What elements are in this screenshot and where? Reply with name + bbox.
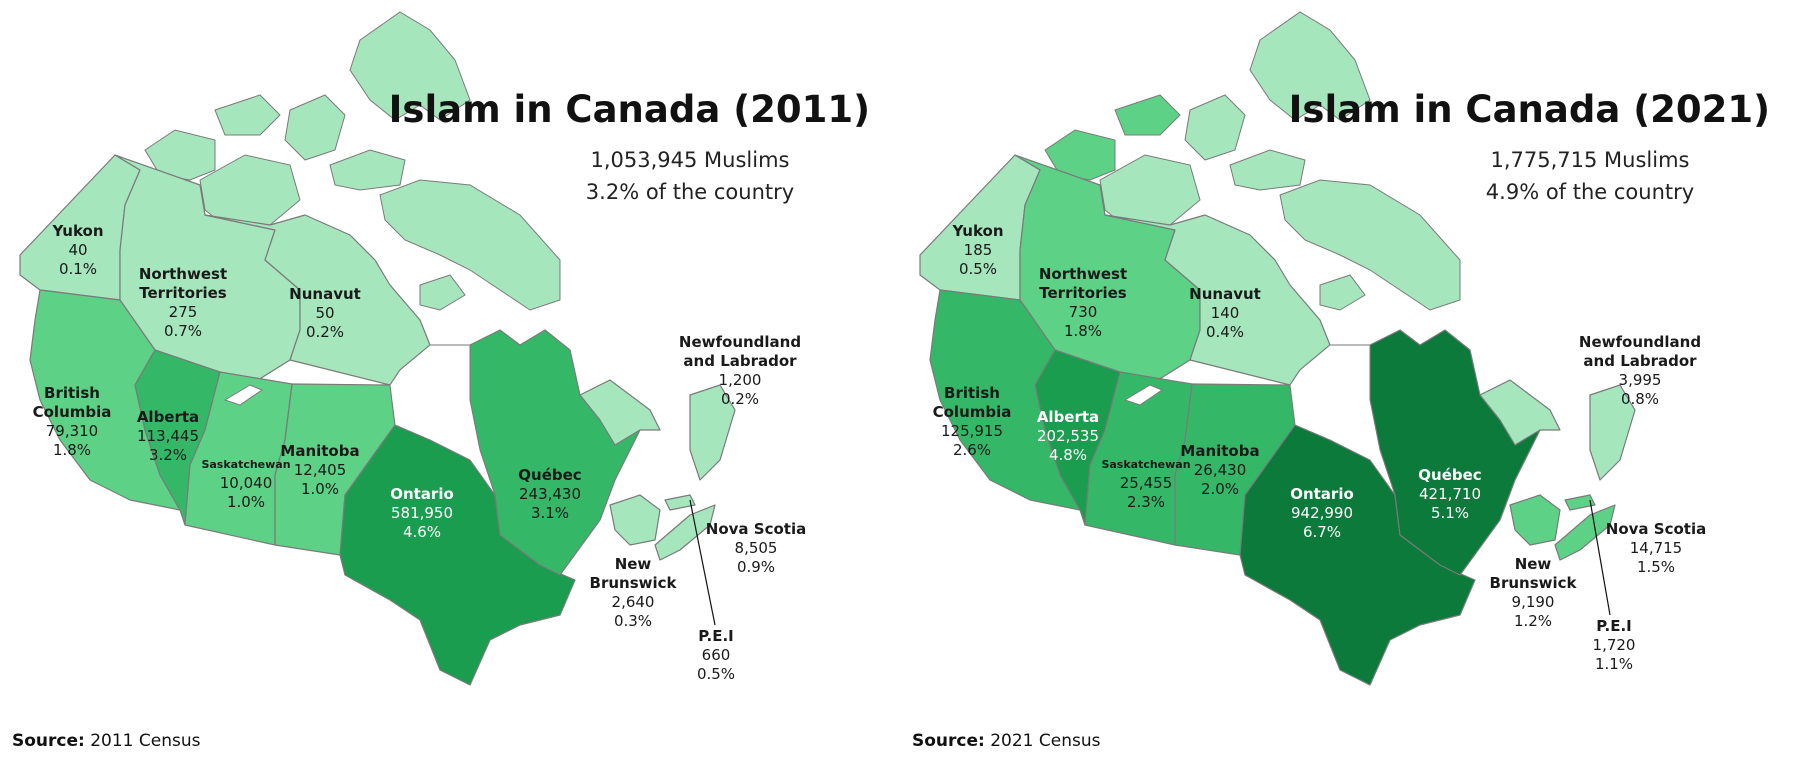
- region-ns: [1554, 504, 1616, 561]
- label-yukon: Yukon 185 0.5%: [952, 222, 1004, 278]
- label-bc: British Columbia 125,915 2.6%: [932, 384, 1012, 459]
- region-nl: [1479, 379, 1636, 481]
- label-nwt: Northwest Territories 275 0.7%: [138, 265, 228, 340]
- label-saskatchewan: Saskatchewan 25,455 2.3%: [1101, 458, 1191, 511]
- great-slave-lake: [1123, 384, 1164, 406]
- region-nb: [609, 494, 661, 546]
- map-panel-2011: Islam in Canada (2011) 1,053,945 Muslims…: [12, 11, 870, 751]
- island-axel-heiberg: [284, 94, 346, 161]
- label-nl: Newfoundland and Labrador 3,995 0.8%: [1578, 333, 1702, 408]
- label-nb: New Brunswick 9,190 1.2%: [1489, 555, 1577, 630]
- hudson-bay: [389, 344, 496, 496]
- source-note: Source: 2011 Census: [12, 731, 201, 751]
- island-axel-heiberg: [1184, 94, 1246, 161]
- label-manitoba: Manitoba 26,430 2.0%: [1180, 442, 1260, 498]
- canada-map-2021: [919, 11, 1636, 686]
- total-muslims: 1,053,945 Muslims: [590, 148, 790, 172]
- great-slave-lake: [223, 384, 264, 406]
- label-pei: P.E.I 1,720 1.1%: [1592, 617, 1636, 673]
- region-nl: [579, 379, 736, 481]
- island-victoria: [199, 154, 301, 231]
- label-nl: Newfoundland and Labrador 1,200 0.2%: [678, 333, 802, 408]
- label-ns: Nova Scotia 8,505 0.9%: [705, 520, 807, 576]
- hudson-bay: [1289, 344, 1396, 496]
- label-ontario: Ontario 942,990 6.7%: [1290, 485, 1354, 541]
- label-alberta: Alberta 202,535 4.8%: [1036, 408, 1100, 464]
- map-title: Islam in Canada (2021): [1288, 88, 1770, 131]
- label-nunavut: Nunavut 140 0.4%: [1189, 285, 1261, 341]
- total-muslims: 1,775,715 Muslims: [1490, 148, 1690, 172]
- region-pei: [1564, 494, 1596, 511]
- label-nunavut: Nunavut 50 0.2%: [289, 285, 361, 341]
- island-ellesmere: [349, 11, 471, 121]
- label-alberta: Alberta 113,445 3.2%: [136, 408, 200, 464]
- map-panel-2021: Islam in Canada (2021) 1,775,715 Muslims…: [900, 0, 1800, 765]
- pei-leader-line: [1589, 499, 1611, 616]
- island-ellesmere: [1249, 11, 1371, 121]
- country-share: 3.2% of the country: [585, 180, 795, 204]
- region-ns: [654, 504, 716, 561]
- label-quebec: Québec 421,710 5.1%: [1418, 466, 1482, 522]
- island-baffin: [1279, 179, 1461, 311]
- label-ontario: Ontario 581,950 4.6%: [390, 485, 454, 541]
- label-pei: P.E.I 660 0.5%: [696, 627, 736, 683]
- island-southampton: [1319, 274, 1366, 311]
- label-yukon: Yukon 40 0.1%: [52, 222, 104, 278]
- island-devon: [1229, 149, 1306, 191]
- label-nb: New Brunswick 2,640 0.3%: [589, 555, 677, 630]
- label-ns: Nova Scotia 14,715 1.5%: [1605, 520, 1707, 576]
- island-melville: [214, 94, 281, 136]
- island-southampton: [419, 274, 466, 311]
- label-manitoba: Manitoba 12,405 1.0%: [280, 442, 360, 498]
- region-nb: [1509, 494, 1561, 546]
- pei-leader-line: [689, 499, 716, 626]
- label-saskatchewan: Saskatchewan 10,040 1.0%: [201, 458, 291, 511]
- island-melville: [1114, 94, 1181, 136]
- label-nwt: Northwest Territories 730 1.8%: [1038, 265, 1128, 340]
- island-baffin: [379, 179, 561, 311]
- region-pei: [664, 494, 696, 511]
- island-victoria: [1099, 154, 1201, 231]
- map-title: Islam in Canada (2011): [388, 88, 870, 131]
- label-bc: British Columbia 79,310 1.8%: [32, 384, 112, 459]
- canada-map-2011: [19, 11, 736, 686]
- arctic-islands: [1044, 11, 1461, 311]
- arctic-islands: [144, 11, 561, 311]
- island-devon: [329, 149, 406, 191]
- source-note: Source: 2021 Census: [912, 731, 1101, 751]
- label-quebec: Québec 243,430 3.1%: [518, 466, 582, 522]
- country-share: 4.9% of the country: [1485, 180, 1695, 204]
